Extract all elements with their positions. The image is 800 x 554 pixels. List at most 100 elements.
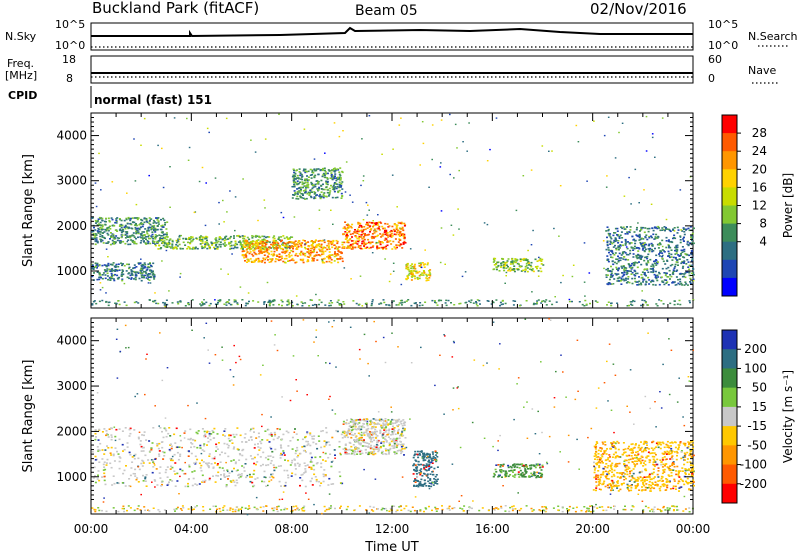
power-cell-b7-33 (538, 259, 541, 262)
power-cell-b8-223 (691, 242, 694, 244)
power-noise-57 (641, 290, 643, 292)
power-cell-b3-256 (315, 254, 318, 257)
power-cell-b0-166 (143, 262, 146, 264)
power-cell-b8-205 (637, 253, 640, 256)
power-cell-b0-69 (149, 273, 152, 275)
power-cell-b8-130 (663, 272, 666, 274)
power-cell-b7-117 (523, 259, 526, 261)
power-cell-b5-145 (392, 228, 395, 231)
velocity-cell-b0-123 (340, 433, 343, 436)
power-cell-b0-190 (118, 269, 121, 271)
velocity-cell-b1-111 (373, 430, 376, 433)
power-cell-b3-278 (256, 244, 259, 246)
velocity-cell-b0-370 (231, 442, 234, 444)
velocity-cell-b0-242 (225, 484, 228, 486)
power-ground-266 (401, 301, 404, 304)
power-cell-b3-410 (337, 261, 340, 264)
power-cell-b7-62 (528, 264, 530, 266)
power-cell-b0-211 (127, 272, 130, 275)
velocity-cell-b0-537 (281, 438, 284, 440)
power-ground-48 (378, 303, 381, 305)
power-cell-b1-389 (135, 223, 137, 225)
power-cell-b4-153 (304, 178, 307, 180)
power-cell-b3-437 (266, 248, 268, 250)
velocity-cell-b0-589 (174, 462, 177, 464)
velocity-cell-b0-664 (274, 448, 277, 451)
velocity-cell-b1-387 (371, 427, 374, 429)
power-cell-b8-127 (625, 273, 628, 276)
power-cell-b3-56 (302, 239, 305, 242)
velocity-cell-b1-359 (373, 445, 376, 448)
velocity-cell-b1-113 (359, 436, 362, 439)
power-cell-b4-146 (336, 178, 339, 180)
power-cell-b5-262 (395, 224, 398, 226)
power-cell-b8-117 (614, 244, 616, 247)
power-noise-256 (654, 156, 656, 158)
power-noise-196 (638, 202, 640, 204)
power-cell-b4-254 (333, 177, 336, 180)
power-cell-b8-313 (609, 253, 612, 256)
power-cell-b0-129 (139, 262, 142, 264)
power-cell-b1-378 (133, 242, 136, 244)
power-cell-b0-83 (148, 276, 150, 278)
power-noise-87 (440, 162, 442, 164)
power-cell-b8-517 (691, 243, 693, 246)
power-cell-b8-109 (643, 246, 646, 249)
velocity-cell-b0-126 (309, 432, 312, 434)
power-cell-b1-322 (124, 242, 127, 245)
power-ground-152 (93, 300, 96, 302)
velocity-cell-b1-412 (403, 454, 405, 456)
velocity-cell-b1-235 (375, 437, 377, 439)
power-cell-b2-227 (272, 236, 275, 239)
power-cell-b3-393 (255, 258, 258, 260)
power-cell-b8-645 (654, 237, 657, 240)
power-cell-b2-281 (285, 236, 288, 238)
power-cell-b4-237 (296, 180, 299, 182)
power-cell-b8-173 (628, 266, 631, 268)
velocity-cell-b1-150 (366, 442, 369, 444)
power-cell-b3-235 (283, 250, 286, 253)
power-noise-225 (368, 209, 370, 211)
velocity-cell-b0-64 (179, 453, 182, 456)
power-cell-b8-578 (681, 251, 684, 253)
power-cell-b0-91 (93, 266, 96, 269)
power-cell-b2-183 (261, 239, 264, 241)
velocity-cell-b0-182 (312, 464, 315, 467)
power-noise-258 (679, 189, 682, 191)
power-cell-b2-339 (178, 243, 181, 246)
velocity-cell-b1-104 (392, 419, 395, 421)
power-ground-297 (157, 302, 160, 305)
power-cell-b8-696 (621, 251, 624, 254)
power-cell-b8-140 (691, 280, 694, 283)
power-cell-b8-387 (609, 236, 612, 239)
power-noise-3 (588, 272, 591, 274)
velocity-cell-b1-231 (402, 419, 405, 421)
power-cell-b1-231 (109, 238, 111, 240)
velocity-cell-b0-396 (173, 453, 176, 456)
power-cell-b4-166 (296, 195, 299, 198)
power-cell-b4-295 (308, 192, 311, 195)
power-cell-b1-349 (157, 220, 160, 222)
power-cell-b2-246 (251, 235, 254, 237)
power-ground-267 (108, 301, 111, 303)
velocity-cell-b1-360 (392, 447, 395, 449)
velocity-cell-b0-23 (128, 478, 131, 480)
power-ground-229 (152, 300, 154, 303)
power-cell-b7-14 (528, 268, 531, 270)
velocity-cell-b0-651 (269, 446, 272, 449)
power-cell-b8-254 (640, 243, 643, 246)
power-cell-b0-194 (91, 267, 94, 270)
power-cell-b3-275 (252, 261, 255, 263)
power-cell-b2-62 (178, 238, 181, 240)
velocity-cell-b0-258 (196, 432, 199, 435)
power-cell-b5-312 (375, 242, 378, 245)
power-noise-37 (679, 236, 682, 238)
velocity-cell-b0-426 (264, 430, 267, 432)
velocity-cell-b0-459 (211, 429, 214, 432)
power-ground-179 (589, 302, 591, 305)
velocity-cell-b0-158 (98, 461, 101, 463)
power-cell-b5-14 (366, 242, 369, 245)
velocity-cell-b0-76 (212, 475, 214, 477)
power-cell-b8-623 (628, 281, 631, 284)
power-ground-191 (584, 299, 587, 302)
